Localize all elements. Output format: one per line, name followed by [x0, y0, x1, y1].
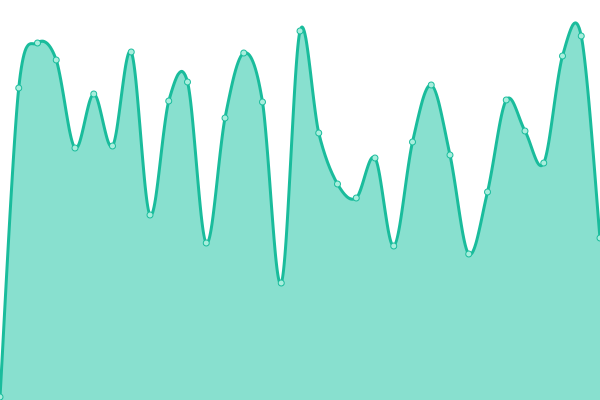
- data-point: [315, 129, 323, 137]
- data-point: [352, 194, 360, 202]
- data-point: [52, 56, 60, 64]
- data-point: [221, 114, 229, 122]
- data-point: [184, 78, 191, 86]
- data-point: [296, 27, 304, 35]
- data-points: [0, 27, 600, 400]
- data-point: [334, 180, 341, 188]
- data-point: [390, 242, 398, 250]
- data-point: [90, 90, 98, 98]
- data-point: [446, 151, 454, 159]
- data-point: [577, 32, 585, 40]
- data-point: [259, 98, 266, 106]
- data-point: [371, 154, 379, 162]
- data-point: [277, 279, 285, 287]
- data-point: [146, 211, 154, 219]
- data-point: [484, 188, 491, 196]
- data-point: [34, 39, 41, 47]
- data-point: [202, 239, 210, 247]
- series-line: [0, 21, 600, 398]
- data-point: [409, 138, 416, 146]
- area-fill: [0, 22, 600, 400]
- data-point: [427, 81, 435, 89]
- data-point: [559, 52, 566, 60]
- data-point: [502, 96, 510, 104]
- data-point: [0, 393, 4, 400]
- data-point: [71, 144, 79, 152]
- data-point: [521, 127, 529, 135]
- data-point: [240, 49, 248, 57]
- data-point: [540, 159, 548, 167]
- data-point: [127, 48, 135, 56]
- data-point: [109, 142, 116, 150]
- data-point: [465, 250, 473, 258]
- data-point: [15, 84, 23, 92]
- data-point: [596, 234, 600, 242]
- data-point: [165, 97, 173, 105]
